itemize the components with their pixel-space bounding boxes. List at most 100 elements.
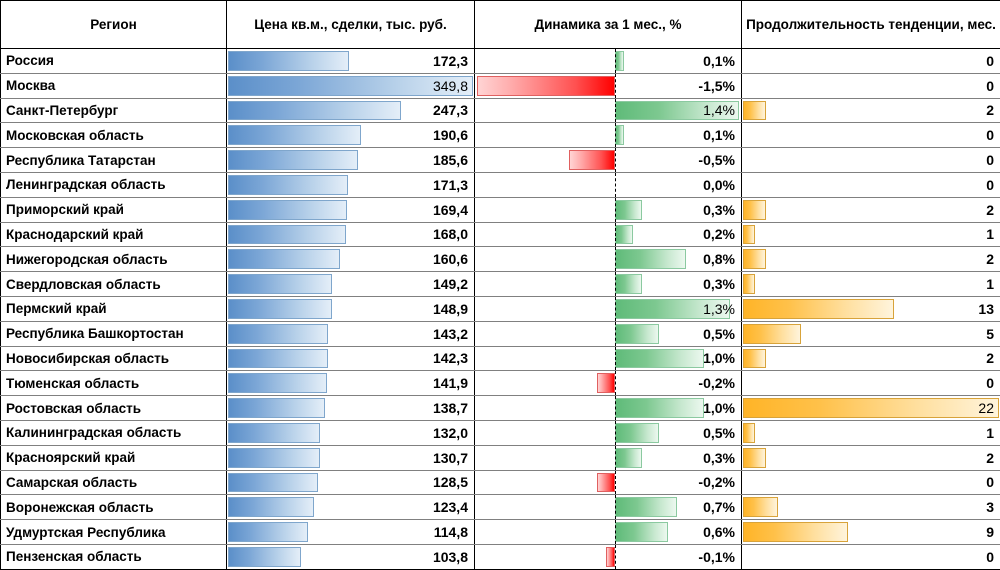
cell-region[interactable]: Краснодарский край [1, 222, 227, 247]
cell-duration[interactable]: 0 [742, 172, 1000, 197]
cell-price[interactable]: 172,3 [227, 49, 475, 74]
cell-duration[interactable]: 2 [742, 98, 1000, 123]
dynamics-value: 0,6% [703, 520, 735, 544]
cell-dynamics[interactable]: 0,7% [475, 495, 742, 520]
cell-region[interactable]: Пермский край [1, 296, 227, 321]
cell-region[interactable]: Воронежская область [1, 495, 227, 520]
cell-dynamics[interactable]: 0,1% [475, 123, 742, 148]
cell-duration[interactable]: 2 [742, 247, 1000, 272]
cell-region[interactable]: Россия [1, 49, 227, 74]
cell-price[interactable]: 160,6 [227, 247, 475, 272]
column-header-dynamics[interactable]: Динамика за 1 мес., % [475, 1, 742, 49]
cell-price[interactable]: 128,5 [227, 470, 475, 495]
cell-duration[interactable]: 0 [742, 49, 1000, 74]
cell-price[interactable]: 349,8 [227, 73, 475, 98]
cell-price[interactable]: 123,4 [227, 495, 475, 520]
cell-duration[interactable]: 0 [742, 148, 1000, 173]
cell-price[interactable]: 132,0 [227, 420, 475, 445]
cell-dynamics[interactable]: 0,1% [475, 49, 742, 74]
cell-dynamics[interactable]: -0,2% [475, 470, 742, 495]
cell-duration[interactable]: 0 [742, 73, 1000, 98]
dynamics-value: 1,0% [703, 347, 735, 371]
zero-axis-line [615, 396, 616, 420]
cell-dynamics[interactable]: 0,2% [475, 222, 742, 247]
cell-duration[interactable]: 2 [742, 445, 1000, 470]
cell-region[interactable]: Пензенская область [1, 544, 227, 569]
cell-price[interactable]: 142,3 [227, 346, 475, 371]
cell-price[interactable]: 130,7 [227, 445, 475, 470]
cell-price[interactable]: 185,6 [227, 148, 475, 173]
column-header-region[interactable]: Регион [1, 1, 227, 49]
cell-price[interactable]: 171,3 [227, 172, 475, 197]
cell-duration[interactable]: 1 [742, 272, 1000, 297]
cell-price[interactable]: 247,3 [227, 98, 475, 123]
cell-region[interactable]: Республика Татарстан [1, 148, 227, 173]
price-data-bar [228, 448, 320, 468]
cell-dynamics[interactable]: 1,4% [475, 98, 742, 123]
duration-data-bar [743, 101, 766, 121]
column-header-price[interactable]: Цена кв.м., сделки, тыс. руб. [227, 1, 475, 49]
cell-duration[interactable]: 0 [742, 470, 1000, 495]
cell-duration[interactable]: 22 [742, 396, 1000, 421]
cell-dynamics[interactable]: 1,0% [475, 396, 742, 421]
cell-duration[interactable]: 0 [742, 371, 1000, 396]
price-value: 185,6 [433, 148, 468, 172]
cell-region[interactable]: Самарская область [1, 470, 227, 495]
cell-duration[interactable]: 2 [742, 346, 1000, 371]
cell-dynamics[interactable]: -0,1% [475, 544, 742, 569]
cell-dynamics[interactable]: 1,3% [475, 296, 742, 321]
cell-duration[interactable]: 5 [742, 321, 1000, 346]
cell-region[interactable]: Красноярский край [1, 445, 227, 470]
cell-duration[interactable]: 3 [742, 495, 1000, 520]
cell-dynamics[interactable]: 0,6% [475, 520, 742, 545]
cell-dynamics[interactable]: 0,8% [475, 247, 742, 272]
cell-region[interactable]: Свердловская область [1, 272, 227, 297]
cell-dynamics[interactable]: 0,5% [475, 420, 742, 445]
cell-dynamics[interactable]: 0,3% [475, 197, 742, 222]
duration-value: 1 [986, 223, 994, 247]
cell-dynamics[interactable]: -0,5% [475, 148, 742, 173]
cell-duration[interactable]: 2 [742, 197, 1000, 222]
price-data-bar [228, 175, 348, 195]
cell-price[interactable]: 149,2 [227, 272, 475, 297]
cell-dynamics[interactable]: 0,3% [475, 445, 742, 470]
cell-dynamics[interactable]: 0,0% [475, 172, 742, 197]
zero-axis-line [615, 272, 616, 296]
cell-price[interactable]: 103,8 [227, 544, 475, 569]
cell-region[interactable]: Нижегородская область [1, 247, 227, 272]
cell-region[interactable]: Удмуртская Республика [1, 520, 227, 545]
price-value: 168,0 [433, 223, 468, 247]
cell-region[interactable]: Санкт-Петербург [1, 98, 227, 123]
cell-price[interactable]: 169,4 [227, 197, 475, 222]
cell-region[interactable]: Ростовская область [1, 396, 227, 421]
cell-duration[interactable]: 1 [742, 420, 1000, 445]
cell-region[interactable]: Приморский край [1, 197, 227, 222]
cell-dynamics[interactable]: 0,5% [475, 321, 742, 346]
cell-dynamics[interactable]: -1,5% [475, 73, 742, 98]
cell-region[interactable]: Новосибирская область [1, 346, 227, 371]
cell-price[interactable]: 114,8 [227, 520, 475, 545]
cell-duration[interactable]: 0 [742, 123, 1000, 148]
cell-duration[interactable]: 1 [742, 222, 1000, 247]
cell-price[interactable]: 168,0 [227, 222, 475, 247]
cell-region[interactable]: Тюменская область [1, 371, 227, 396]
cell-region[interactable]: Республика Башкортостан [1, 321, 227, 346]
cell-duration[interactable]: 13 [742, 296, 1000, 321]
column-header-duration[interactable]: Продолжительность тенденции, мес. [742, 1, 1000, 49]
cell-price[interactable]: 138,7 [227, 396, 475, 421]
cell-price[interactable]: 190,6 [227, 123, 475, 148]
cell-price[interactable]: 143,2 [227, 321, 475, 346]
cell-dynamics[interactable]: -0,2% [475, 371, 742, 396]
cell-dynamics[interactable]: 1,0% [475, 346, 742, 371]
cell-dynamics[interactable]: 0,3% [475, 272, 742, 297]
dynamics-data-bar-positive [615, 522, 668, 542]
cell-region[interactable]: Московская область [1, 123, 227, 148]
cell-duration[interactable]: 9 [742, 520, 1000, 545]
cell-region[interactable]: Калининградская область [1, 420, 227, 445]
cell-region[interactable]: Ленинградская область [1, 172, 227, 197]
cell-duration[interactable]: 0 [742, 544, 1000, 569]
price-value: 138,7 [433, 396, 468, 420]
cell-region[interactable]: Москва [1, 73, 227, 98]
cell-price[interactable]: 148,9 [227, 296, 475, 321]
cell-price[interactable]: 141,9 [227, 371, 475, 396]
